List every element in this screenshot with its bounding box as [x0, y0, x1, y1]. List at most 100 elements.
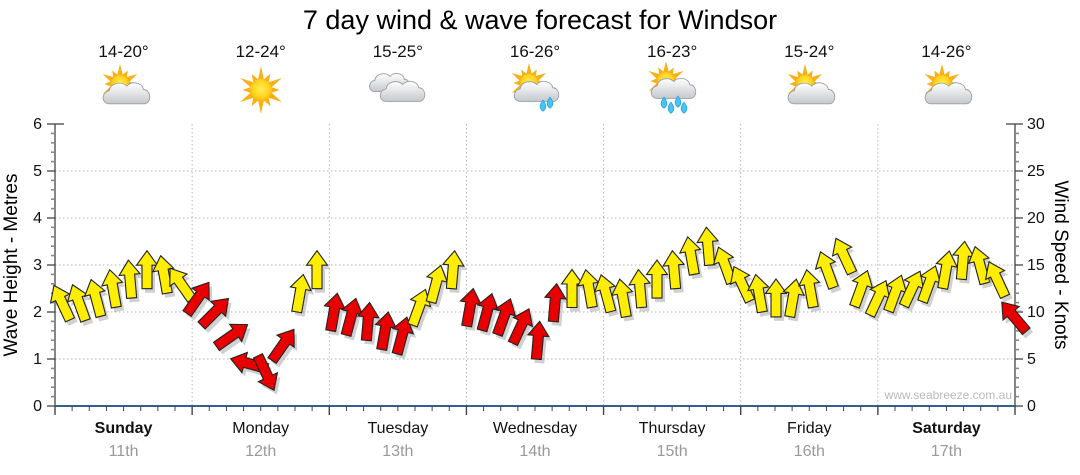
sun-ray — [947, 74, 960, 83]
wind-axis-tick-label: 20 — [1027, 210, 1045, 227]
sun-ray — [806, 70, 814, 79]
sun-ray — [103, 81, 112, 87]
wind-arrow — [935, 250, 959, 290]
sun-ray — [511, 73, 524, 82]
sun-cloud-weather-icon — [916, 64, 976, 116]
wind-arrow — [182, 281, 210, 318]
wind-arrow — [1001, 301, 1031, 336]
wind-arrow — [391, 316, 415, 356]
sun-ray — [521, 69, 528, 78]
wave-axis-tick-label: 1 — [33, 351, 42, 368]
wind-arrow — [305, 249, 329, 290]
wind-arrow — [678, 235, 702, 276]
day-date: 15th — [656, 443, 688, 460]
sun-ray — [663, 61, 670, 73]
sun-ray — [534, 73, 547, 82]
sun-cloud-weather-icon — [779, 64, 839, 116]
wind-arrow — [441, 249, 465, 290]
day-date: 12th — [245, 443, 277, 460]
weather-icon-box — [916, 62, 976, 121]
wind-arrow — [356, 301, 380, 342]
raindrop-icon — [546, 96, 554, 109]
wind-arrow — [100, 268, 124, 309]
wind-arrow — [526, 320, 550, 361]
wind-arrow — [289, 273, 313, 314]
sun-ray — [116, 64, 123, 76]
day-date: 14th — [519, 443, 551, 460]
sun-ray — [241, 87, 251, 93]
sun-ray — [648, 71, 661, 80]
wind-arrow — [797, 268, 821, 309]
sun-cloud-weather-icon — [94, 64, 154, 116]
raindrop-icon — [674, 95, 682, 108]
sun-ray — [925, 74, 937, 83]
wind-arrow — [492, 297, 517, 337]
cloud-icon — [103, 83, 150, 104]
day-date: 16th — [793, 443, 825, 460]
wind-arrow — [151, 254, 175, 295]
weather-icon-box — [94, 62, 154, 121]
wave-axis-tick-label: 5 — [33, 163, 42, 180]
wind-arrow — [267, 328, 295, 365]
sun-ray — [658, 67, 665, 76]
cloud-icon — [514, 81, 559, 101]
sun-ray — [939, 64, 946, 76]
sun-ray — [120, 70, 128, 79]
sun-ray — [667, 67, 674, 76]
wind-arrow — [645, 259, 669, 299]
wind-arrow — [831, 237, 858, 276]
day-name: Saturday — [912, 420, 981, 437]
sun-ray — [239, 92, 254, 102]
day-name: Thursday — [638, 420, 706, 437]
wind-arrow — [764, 277, 788, 318]
sun-ray — [797, 70, 804, 79]
wind-arrow — [662, 249, 686, 290]
wind-arrow — [729, 265, 756, 304]
wind-arrow — [543, 282, 567, 323]
sun-cloud-rain-weather-icon — [648, 61, 702, 114]
watermark: www.seabreeze.com.au — [884, 388, 1012, 402]
weather-icon-box — [368, 62, 428, 121]
wind-arrow — [197, 297, 230, 330]
temp-range: 12-24° — [235, 42, 286, 61]
sun-weather-icon — [239, 66, 282, 114]
day-name: Tuesday — [367, 420, 429, 437]
sun-disc — [249, 79, 272, 101]
wind-arrow — [593, 273, 617, 314]
weather-icon-box — [779, 62, 839, 121]
cloud-icon — [788, 83, 835, 104]
sun-ray — [787, 74, 800, 83]
sun-ray — [257, 100, 264, 114]
wind-arrows — [49, 226, 1034, 395]
wind-arrow — [610, 278, 634, 319]
day-name: Friday — [787, 420, 832, 437]
wind-arrow — [476, 292, 500, 333]
sun-ray — [513, 80, 521, 86]
sun-ray — [810, 74, 823, 83]
sun-ray — [789, 81, 798, 87]
wind-arrow — [252, 353, 279, 392]
sun-ray — [257, 66, 264, 80]
wave-axis-tick-label: 2 — [33, 304, 42, 321]
wind-axis-tick-label: 30 — [1027, 116, 1045, 133]
weather-icon-box — [505, 62, 565, 121]
grid-lines — [55, 124, 1015, 406]
wind-arrow — [507, 308, 534, 347]
wind-arrow — [212, 323, 249, 352]
wave-axis-tick-label: 3 — [33, 257, 42, 274]
wind-axis-tick-label: 5 — [1027, 351, 1036, 368]
wind-arrow — [967, 245, 991, 286]
day-date: 17th — [930, 443, 962, 460]
wind-axis-tick-label: 0 — [1027, 398, 1036, 415]
raindrop-icon — [667, 101, 675, 114]
wind-arrow — [49, 284, 76, 323]
wave-axis-tick-label: 0 — [33, 398, 42, 415]
cloud-icon — [380, 81, 425, 101]
sun-ray — [124, 74, 137, 83]
sun-ray — [802, 64, 809, 76]
sun-ray — [267, 78, 282, 88]
axes: 0 1 2 3 4 5 6 0 5 10 15 20 25 30 — [33, 116, 1045, 415]
wave-axis-tick-label: 4 — [33, 210, 42, 227]
